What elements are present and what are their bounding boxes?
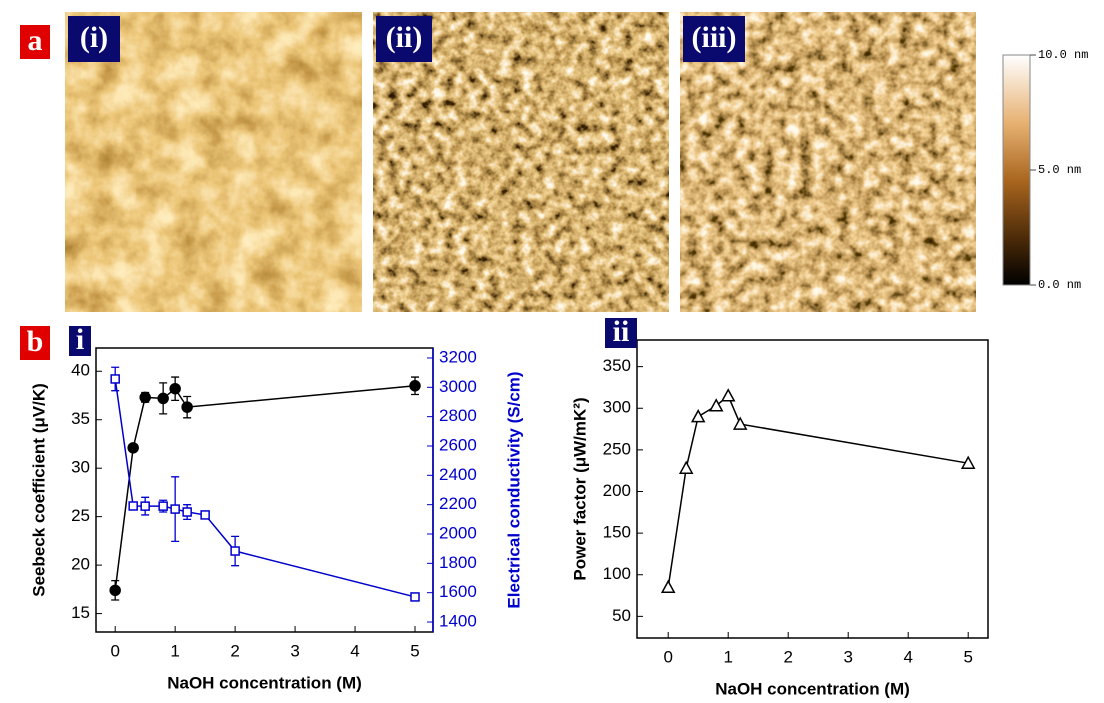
y2-tick-label: 1400 bbox=[439, 612, 477, 631]
subpanel-label: ii bbox=[613, 315, 630, 348]
panel-label: a bbox=[28, 24, 43, 57]
y2-tick-label: 2400 bbox=[439, 465, 477, 484]
marker bbox=[157, 392, 169, 405]
series-line bbox=[114, 378, 416, 598]
y-tick-label: 200 bbox=[603, 481, 631, 500]
colorbar-tick-label: 10.0 nm bbox=[1038, 48, 1088, 62]
x-tick-label: 2 bbox=[230, 641, 239, 660]
marker bbox=[960, 455, 976, 469]
plot-frame bbox=[636, 339, 989, 639]
marker bbox=[110, 374, 120, 384]
x-tick-label: 1 bbox=[723, 647, 732, 666]
marker bbox=[140, 501, 150, 511]
x-axis-label: NaOH concentration (M) bbox=[167, 673, 362, 692]
subpanel-label-box bbox=[605, 318, 637, 348]
x-tick-label: 4 bbox=[903, 647, 912, 666]
y-tick-label: 350 bbox=[603, 356, 631, 375]
image-label-box bbox=[68, 16, 120, 62]
x-tick-label: 4 bbox=[350, 641, 359, 660]
x-tick-label: 0 bbox=[110, 641, 119, 660]
y2-tick-label: 3200 bbox=[439, 347, 477, 366]
marker bbox=[139, 391, 151, 404]
marker bbox=[708, 398, 724, 412]
marker bbox=[690, 409, 706, 423]
y2-tick-label: 1800 bbox=[439, 553, 477, 572]
marker bbox=[678, 460, 694, 474]
image-label-box bbox=[376, 16, 432, 62]
y2-axis-label: Electrical conductivity (S/cm) bbox=[504, 371, 523, 608]
y-tick-label: 20 bbox=[71, 555, 90, 574]
marker bbox=[169, 382, 181, 395]
series-line bbox=[114, 385, 416, 591]
marker bbox=[409, 380, 421, 392]
x-tick-label: 5 bbox=[963, 647, 972, 666]
y-tick-label: 100 bbox=[603, 564, 631, 583]
image-label: (ii) bbox=[386, 21, 423, 54]
image-label-box bbox=[683, 16, 745, 62]
marker bbox=[660, 579, 676, 593]
marker bbox=[170, 504, 180, 514]
x-tick-label: 3 bbox=[843, 647, 852, 666]
x-tick-label: 5 bbox=[410, 641, 419, 660]
y2-tick-label: 2200 bbox=[439, 494, 477, 513]
marker bbox=[109, 584, 121, 597]
marker bbox=[182, 507, 192, 517]
y-axis-label: Power factor (μW/mK²) bbox=[570, 397, 589, 580]
y-tick-label: 150 bbox=[603, 523, 631, 542]
y2-tick-label: 2600 bbox=[439, 435, 477, 454]
panel-label-box bbox=[20, 326, 50, 360]
x-tick-label: 2 bbox=[783, 647, 792, 666]
marker bbox=[158, 501, 168, 511]
y-tick-label: 50 bbox=[612, 606, 631, 625]
y-tick-label: 35 bbox=[71, 409, 90, 428]
y2-tick-label: 2000 bbox=[439, 523, 477, 542]
panel-label: b bbox=[27, 325, 44, 358]
afm-images bbox=[65, 12, 1031, 312]
marker bbox=[720, 388, 736, 402]
marker bbox=[181, 401, 193, 413]
marker bbox=[128, 501, 138, 511]
y-axis-label: Seebeck coefficient (μV/K) bbox=[29, 383, 48, 597]
x-axis-label: NaOH concentration (M) bbox=[715, 679, 910, 698]
series-line bbox=[667, 394, 969, 588]
colorbar bbox=[1002, 54, 1031, 286]
image-label: (iii) bbox=[692, 21, 737, 54]
x-tick-label: 0 bbox=[663, 647, 672, 666]
x-tick-label: 3 bbox=[290, 641, 299, 660]
marker bbox=[410, 592, 420, 602]
marker bbox=[732, 416, 748, 430]
y-tick-label: 40 bbox=[71, 361, 90, 380]
panel-label-box bbox=[20, 25, 50, 59]
y2-tick-label: 3000 bbox=[439, 377, 477, 396]
colorbar-tick-label: 5.0 nm bbox=[1038, 163, 1081, 177]
y-tick-label: 25 bbox=[71, 506, 90, 525]
marker bbox=[230, 546, 240, 556]
subpanel-label: i bbox=[76, 323, 84, 356]
x-tick-label: 1 bbox=[170, 641, 179, 660]
y-tick-label: 30 bbox=[71, 458, 90, 477]
image-label: (i) bbox=[80, 21, 108, 54]
y2-tick-label: 1600 bbox=[439, 582, 477, 601]
colorbar-tick-label: 0.0 nm bbox=[1038, 278, 1081, 292]
y2-tick-label: 2800 bbox=[439, 406, 477, 425]
y-tick-label: 250 bbox=[603, 439, 631, 458]
y-tick-label: 300 bbox=[603, 398, 631, 417]
subpanel-label-box bbox=[69, 326, 91, 356]
marker bbox=[127, 442, 139, 454]
marker bbox=[200, 510, 210, 520]
y-tick-label: 15 bbox=[71, 603, 90, 622]
